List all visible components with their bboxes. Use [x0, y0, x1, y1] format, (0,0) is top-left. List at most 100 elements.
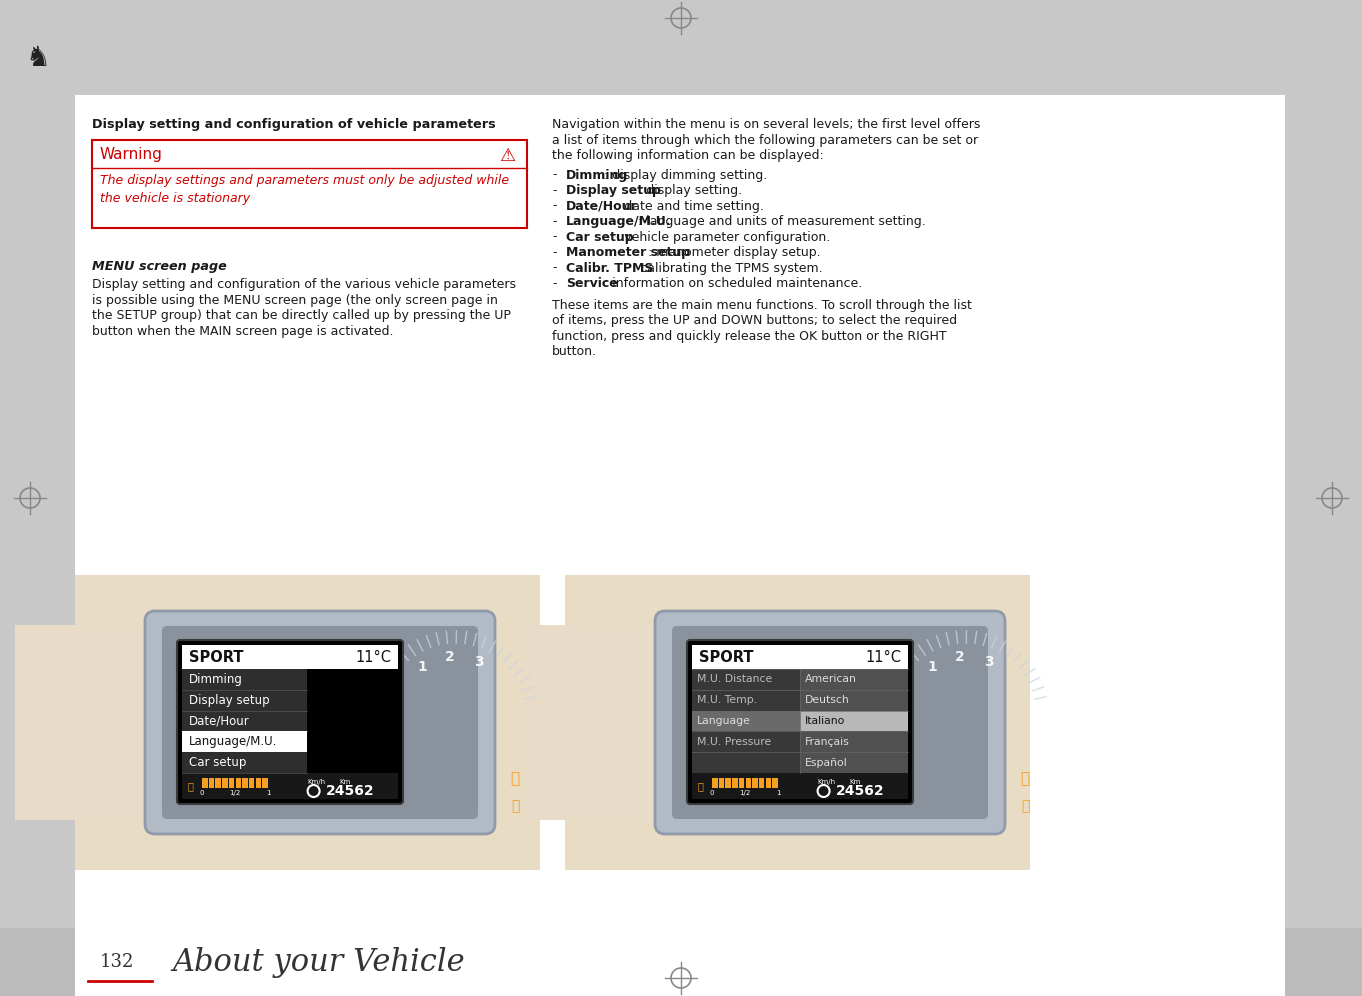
- Bar: [799, 669, 908, 690]
- Text: ♞: ♞: [26, 44, 50, 72]
- Text: Service: Service: [567, 277, 618, 290]
- Text: 3: 3: [985, 655, 994, 669]
- Text: American: American: [805, 674, 857, 684]
- Text: Navigation within the menu is on several levels; the first level offers: Navigation within the menu is on several…: [552, 118, 981, 131]
- Text: the vehicle is stationary: the vehicle is stationary: [99, 192, 251, 205]
- Text: The display settings and parameters must only be adjusted while: The display settings and parameters must…: [99, 174, 509, 187]
- Text: Date/Hour: Date/Hour: [567, 199, 637, 212]
- Bar: [0, 0, 1362, 95]
- Text: 1: 1: [776, 790, 780, 796]
- Bar: [692, 645, 908, 669]
- FancyBboxPatch shape: [686, 640, 913, 804]
- Bar: [692, 773, 908, 799]
- Text: These items are the main menu functions. To scroll through the list: These items are the main menu functions.…: [552, 299, 972, 312]
- Text: 1: 1: [417, 660, 428, 674]
- Text: 0: 0: [710, 790, 714, 796]
- Text: Deutsch: Deutsch: [805, 695, 850, 705]
- Bar: [524, 625, 680, 820]
- Text: 24562: 24562: [326, 784, 375, 798]
- Bar: [183, 773, 398, 799]
- Bar: [183, 645, 398, 669]
- Text: Km: Km: [339, 779, 351, 785]
- Text: ⛽: ⛽: [188, 781, 193, 791]
- FancyBboxPatch shape: [162, 626, 478, 819]
- Text: About your Vehicle: About your Vehicle: [172, 946, 464, 977]
- Text: Warning: Warning: [99, 147, 163, 162]
- Bar: [183, 669, 308, 773]
- Bar: [93, 140, 527, 228]
- Bar: [752, 778, 757, 788]
- Text: -: -: [552, 246, 557, 259]
- Text: Car setup: Car setup: [189, 756, 247, 769]
- Text: Language/M.U.: Language/M.U.: [189, 735, 278, 748]
- Bar: [765, 778, 771, 788]
- Text: 132: 132: [99, 953, 135, 971]
- Text: Calibr. TPMS: Calibr. TPMS: [567, 262, 654, 275]
- Text: 1: 1: [266, 790, 270, 796]
- Text: Español: Español: [805, 758, 847, 768]
- Text: button.: button.: [552, 345, 597, 358]
- Bar: [0, 928, 1362, 996]
- Text: ⛽: ⛽: [697, 781, 704, 791]
- Bar: [692, 669, 799, 690]
- Text: -: -: [552, 184, 557, 197]
- Bar: [745, 778, 750, 788]
- Text: MENU screen page: MENU screen page: [93, 260, 226, 273]
- Bar: [692, 710, 799, 731]
- FancyBboxPatch shape: [655, 611, 1005, 834]
- Text: a list of items through which the following parameters can be set or: a list of items through which the follow…: [552, 133, 978, 146]
- Bar: [692, 731, 799, 752]
- Bar: [215, 778, 221, 788]
- FancyBboxPatch shape: [177, 640, 403, 804]
- Text: -: -: [552, 199, 557, 212]
- Bar: [0, 0, 75, 996]
- Text: Km: Km: [850, 779, 861, 785]
- Text: Italiano: Italiano: [805, 716, 846, 726]
- Text: Date/Hour: Date/Hour: [189, 714, 249, 727]
- Bar: [202, 778, 207, 788]
- FancyBboxPatch shape: [671, 626, 987, 819]
- Text: Km/h: Km/h: [817, 779, 836, 785]
- Text: ⚠: ⚠: [498, 147, 515, 165]
- Bar: [229, 778, 234, 788]
- Text: -: -: [552, 277, 557, 290]
- Text: : display dimming setting.: : display dimming setting.: [605, 168, 768, 181]
- Text: 🔒: 🔒: [511, 799, 519, 813]
- Bar: [712, 778, 718, 788]
- Text: : display setting.: : display setting.: [637, 184, 742, 197]
- Text: Km/h: Km/h: [308, 779, 326, 785]
- Bar: [75, 95, 1284, 928]
- Text: -: -: [552, 230, 557, 243]
- Text: SPORT: SPORT: [189, 649, 244, 664]
- Text: ⛽: ⛽: [1020, 772, 1030, 787]
- Text: Language: Language: [697, 716, 750, 726]
- Bar: [263, 778, 268, 788]
- Bar: [236, 778, 241, 788]
- Bar: [183, 731, 308, 752]
- Text: Dimming: Dimming: [567, 168, 628, 181]
- Bar: [565, 575, 1030, 870]
- Text: 3: 3: [474, 655, 484, 669]
- Text: is possible using the MENU screen page (the only screen page in: is possible using the MENU screen page (…: [93, 294, 498, 307]
- Text: Manometer setup: Manometer setup: [567, 246, 691, 259]
- Bar: [256, 778, 262, 788]
- Bar: [308, 669, 398, 773]
- Bar: [1284, 0, 1362, 996]
- Text: 1/2: 1/2: [740, 790, 750, 796]
- Bar: [799, 731, 908, 752]
- Text: Display setting and configuration of vehicle parameters: Display setting and configuration of veh…: [93, 118, 496, 131]
- Bar: [799, 690, 908, 710]
- Text: 1: 1: [928, 660, 937, 674]
- Text: Display setup: Display setup: [189, 693, 270, 707]
- Text: 0: 0: [200, 790, 204, 796]
- Bar: [799, 752, 908, 773]
- Bar: [15, 625, 170, 820]
- Bar: [75, 928, 1284, 996]
- Text: -: -: [552, 262, 557, 275]
- Bar: [719, 778, 725, 788]
- Text: SPORT: SPORT: [699, 649, 753, 664]
- Bar: [692, 752, 799, 773]
- Bar: [249, 778, 255, 788]
- Bar: [759, 778, 764, 788]
- Bar: [208, 778, 214, 788]
